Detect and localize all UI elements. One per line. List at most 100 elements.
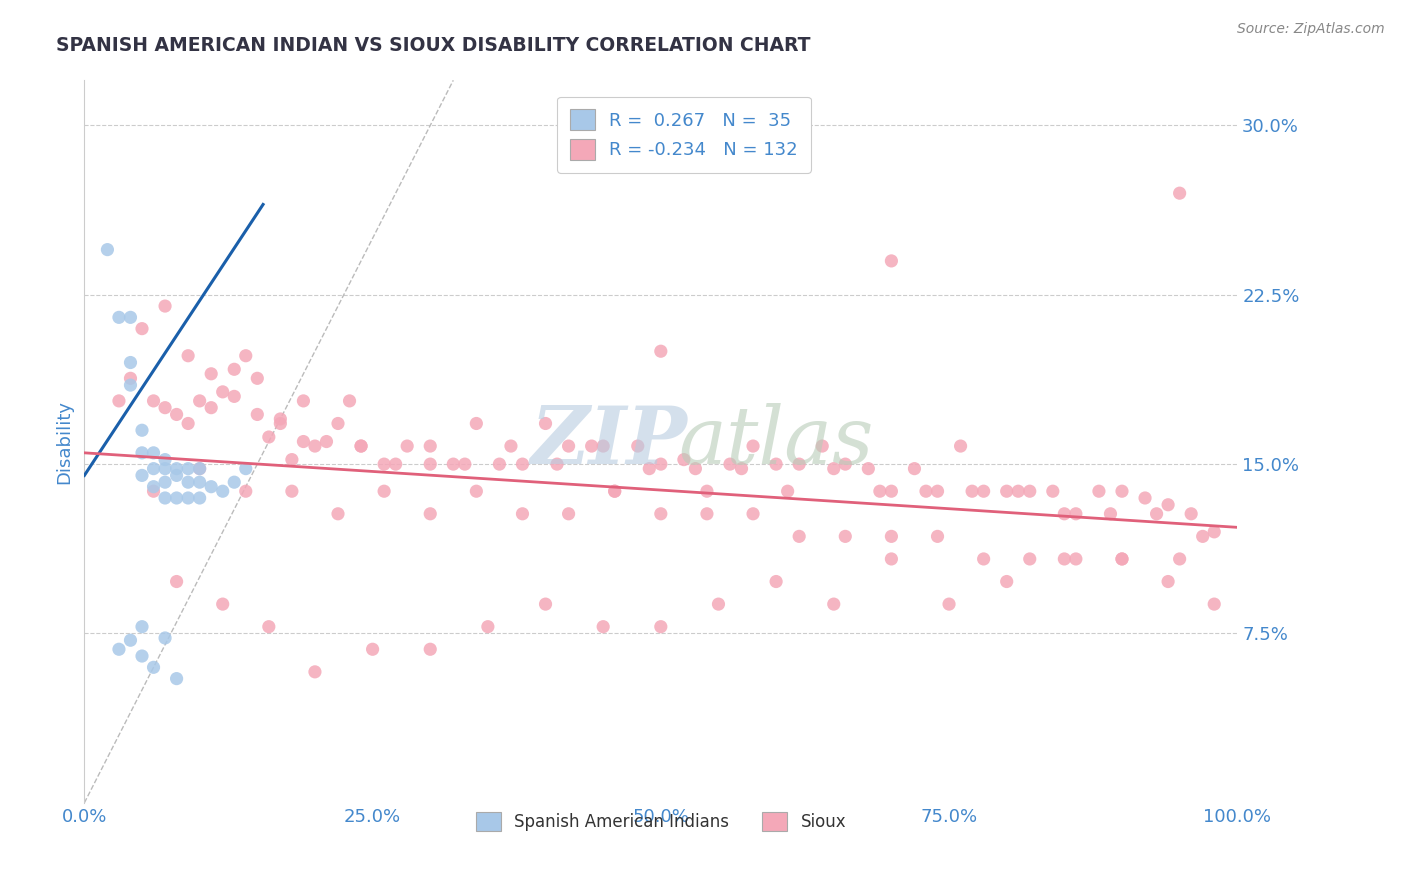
Point (1157, 574, 1180, 589)
Point (396, 439, 419, 453)
Point (465, 417, 488, 431)
Point (1157, 498, 1180, 512)
Point (292, 393, 315, 408)
Point (200, 367, 222, 381)
Point (858, 461, 880, 475)
Point (557, 507, 579, 521)
Point (142, 446, 165, 460)
Point (1168, 186, 1191, 201)
Point (224, 475, 246, 490)
Point (153, 401, 176, 415)
Point (512, 507, 534, 521)
Point (1146, 507, 1168, 521)
Point (142, 484, 165, 499)
Point (603, 484, 626, 499)
Point (131, 648, 153, 663)
Point (730, 461, 752, 475)
Point (419, 439, 441, 453)
Point (742, 439, 765, 453)
Point (166, 491, 188, 505)
Point (880, 484, 903, 499)
Point (235, 461, 257, 475)
Point (1204, 597, 1226, 611)
Point (246, 408, 269, 422)
Point (361, 642, 384, 657)
Point (1042, 484, 1064, 499)
Point (177, 491, 200, 505)
Point (188, 393, 211, 408)
Point (534, 417, 557, 431)
Point (707, 597, 730, 611)
Text: ZIP: ZIP (530, 403, 688, 480)
Point (153, 452, 176, 467)
Point (465, 484, 488, 499)
Point (211, 484, 233, 499)
Point (742, 507, 765, 521)
Point (1018, 552, 1040, 566)
Point (142, 660, 165, 674)
Point (546, 457, 568, 471)
Point (235, 349, 257, 363)
Point (441, 457, 464, 471)
Point (108, 310, 131, 325)
Point (350, 439, 373, 453)
Point (765, 574, 787, 589)
Point (142, 393, 165, 408)
Point (373, 484, 395, 499)
Point (650, 457, 672, 471)
Point (1099, 507, 1122, 521)
Point (581, 439, 603, 453)
Point (1180, 507, 1202, 521)
Point (153, 491, 176, 505)
Point (1168, 552, 1191, 566)
Point (685, 461, 707, 475)
Point (257, 620, 280, 634)
Point (350, 439, 373, 453)
Point (787, 457, 810, 471)
Point (927, 484, 949, 499)
Text: atlas: atlas (679, 403, 873, 480)
Point (650, 507, 672, 521)
Point (120, 633, 142, 648)
Point (326, 417, 349, 431)
Point (534, 597, 557, 611)
Legend: Spanish American Indians, Sioux: Spanish American Indians, Sioux (468, 805, 853, 838)
Point (1111, 484, 1133, 499)
Point (235, 484, 257, 499)
Point (995, 484, 1018, 499)
Point (131, 468, 153, 483)
Point (177, 475, 200, 490)
Point (188, 461, 211, 475)
Point (834, 529, 856, 543)
Point (224, 362, 246, 376)
Point (880, 253, 903, 268)
Point (776, 484, 799, 499)
Point (131, 321, 153, 335)
Point (1088, 484, 1111, 499)
Point (1064, 552, 1087, 566)
Point (211, 597, 233, 611)
Point (200, 401, 222, 415)
Point (419, 507, 441, 521)
Point (166, 461, 188, 475)
Point (603, 484, 626, 499)
Point (131, 423, 153, 437)
Point (419, 457, 441, 471)
Point (1053, 552, 1076, 566)
Point (811, 439, 834, 453)
Point (315, 434, 337, 449)
Point (108, 393, 131, 408)
Point (696, 507, 718, 521)
Point (326, 507, 349, 521)
Point (373, 457, 395, 471)
Point (1007, 484, 1029, 499)
Point (938, 597, 960, 611)
Point (200, 480, 222, 494)
Point (257, 430, 280, 444)
Point (718, 457, 741, 471)
Point (1111, 552, 1133, 566)
Point (499, 439, 522, 453)
Point (1064, 507, 1087, 521)
Point (339, 393, 361, 408)
Text: SPANISH AMERICAN INDIAN VS SIOUX DISABILITY CORRELATION CHART: SPANISH AMERICAN INDIAN VS SIOUX DISABIL… (56, 36, 811, 54)
